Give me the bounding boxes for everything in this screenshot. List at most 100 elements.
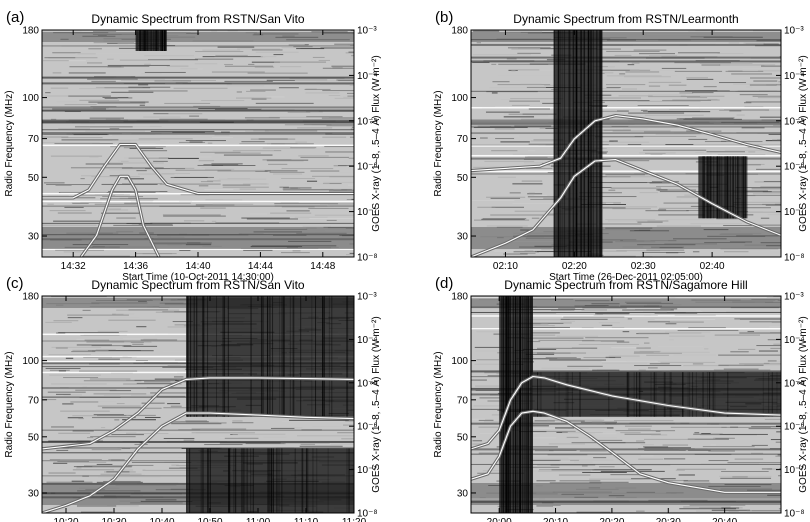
y-tick-label: 30 [457,488,469,499]
y2-tick-label: 10⁻⁸ [784,253,805,264]
y-tick-label: 30 [457,232,469,243]
spectrogram [471,30,781,257]
panel-4: 20:00 20:10 20:20 20:30 20:40 30 50 70 100 180 10⁻… [433,275,809,522]
goes-curve-highlight-1 [471,115,781,172]
panel-1: 14:32 14:36 14:40 14:44 14:48 30 50 70 100 180 10⁻… [4,9,382,283]
panel-title: Dynamic Spectrum from RSTN/Sagamore Hill [504,278,747,292]
y2-tick-label: 10⁻⁴ [357,335,378,346]
y-tick-label: 70 [457,134,469,145]
y-tick-label: 100 [451,93,468,104]
x-tick-label: 02:20 [562,261,587,272]
y-tick-label: 180 [451,26,468,37]
x-tick-label: 02:40 [700,261,725,272]
panel-tag: (b) [435,9,453,26]
panel-tag: (a) [6,9,24,26]
x-tick-label: 20:40 [712,517,737,522]
x-tick-label: 02:10 [493,261,518,272]
y2-tick-label: 10⁻⁵ [784,378,805,389]
y2-tick-label: 10⁻⁴ [357,71,378,82]
x-tick-label: 14:36 [123,261,148,272]
y-axis-label: Radio Frequency (MHz) [433,351,444,457]
panel-3: 10:20 10:30 10:40 10:50 11:00 11:10 11:20 30 50 7… [4,275,382,522]
spectrogram [42,30,354,257]
panel-tag: (c) [6,275,24,292]
panel-title: Dynamic Spectrum from RSTN/San Vito [91,278,305,292]
y-tick-label: 50 [457,173,469,184]
goes-curve-highlight-2 [471,159,781,257]
x-tick-label: 14:40 [185,261,210,272]
y2-tick-label: 10⁻³ [357,26,377,37]
y-axis-label: Radio Frequency (MHz) [4,351,15,457]
y2-tick-label: 10⁻⁶ [784,162,805,173]
y2-axis-label: GOES X-ray (1–8, .5–4 Å) Flux (W m⁻²) [369,316,382,492]
goes-curve-highlight-1 [42,143,354,199]
goes-curve-highlight-2 [471,410,781,493]
x-tick-label: 11:00 [246,517,271,522]
y-axis-label: Radio Frequency (MHz) [4,90,15,196]
y2-tick-label: 10⁻⁶ [357,162,378,173]
goes-curve-highlight-1 [471,375,781,450]
y-tick-label: 30 [28,232,40,243]
y-axis-label: Radio Frequency (MHz) [433,90,444,196]
y2-tick-label: 10⁻⁸ [784,509,805,520]
y-tick-label: 100 [22,93,39,104]
y2-tick-label: 10⁻⁷ [357,207,377,218]
y2-tick-label: 10⁻³ [784,26,804,37]
y-tick-label: 100 [451,356,468,367]
panel-2: 02:10 02:20 02:30 02:40 30 50 70 100 180 10⁻³ 10⁻⁴… [433,9,809,283]
y-tick-label: 180 [22,26,39,37]
spectrogram [42,296,354,513]
y2-tick-label: 10⁻³ [784,292,804,303]
y-tick-label: 50 [28,432,40,443]
y2-tick-label: 10⁻⁸ [357,509,378,520]
panel-title: Dynamic Spectrum from RSTN/Learmonth [513,12,738,26]
y2-tick-label: 10⁻⁷ [357,465,377,476]
x-tick-label: 20:00 [487,517,512,522]
y-tick-label: 180 [451,292,468,303]
y-tick-label: 100 [22,356,39,367]
x-tick-label: 10:30 [101,517,126,522]
plot-frame [41,295,355,514]
spectrogram [471,296,781,513]
goes-curve-highlight-1 [42,377,354,450]
y2-tick-label: 10⁻⁵ [784,116,805,127]
x-tick-label: 10:20 [53,517,78,522]
y2-tick-label: 10⁻⁸ [357,253,378,264]
y2-tick-label: 10⁻³ [357,292,377,303]
x-tick-label: 14:32 [61,261,86,272]
y-tick-label: 30 [28,488,40,499]
plot-frame [470,29,782,258]
y2-tick-label: 10⁻⁵ [357,116,378,127]
y2-tick-label: 10⁻⁶ [784,422,805,433]
y2-tick-label: 10⁻⁷ [784,465,804,476]
x-tick-label: 20:30 [656,517,681,522]
plot-frame [470,295,782,514]
x-tick-label: 14:48 [310,261,335,272]
y2-axis-label: GOES X-ray (1–8, .5–4 Å) Flux (W m⁻²) [369,55,382,231]
y2-tick-label: 10⁻⁴ [784,71,805,82]
x-tick-label: 02:30 [631,261,656,272]
x-axis-label: Start Time (10-Oct-2011 14:30:00) [122,272,274,283]
goes-curve-highlight-2 [80,175,160,257]
y2-axis-label: GOES X-ray (1–8, .5–4 Å) Flux (W m⁻²) [796,55,809,231]
x-tick-label: 10:40 [149,517,174,522]
x-axis-label: Start Time (26-Dec-2011 02:05:00) [549,272,703,283]
x-tick-label: 20:10 [543,517,568,522]
y2-tick-label: 10⁻⁵ [357,378,378,389]
x-tick-label: 20:20 [599,517,624,522]
panel-tag: (d) [435,275,453,292]
x-tick-label: 11:20 [342,517,367,522]
x-tick-label: 14:44 [248,261,273,272]
y-tick-label: 70 [28,395,40,406]
y-tick-label: 70 [457,395,469,406]
y-tick-label: 70 [28,134,40,145]
y-tick-label: 50 [28,173,40,184]
y2-tick-label: 10⁻⁴ [784,335,805,346]
y2-axis-label: GOES X-ray (1–8, .5–4 Å) Flux (W m⁻²) [796,316,809,492]
x-tick-label: 10:50 [197,517,222,522]
panel-title: Dynamic Spectrum from RSTN/San Vito [91,12,305,26]
x-tick-label: 11:10 [294,517,319,522]
y2-tick-label: 10⁻⁶ [357,422,378,433]
y-tick-label: 50 [457,432,469,443]
